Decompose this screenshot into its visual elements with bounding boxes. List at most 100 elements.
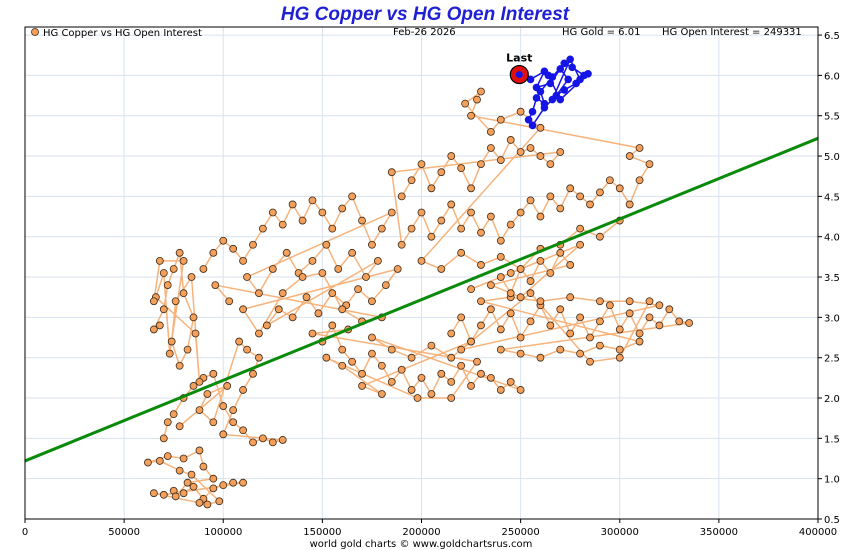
history-point-5-32 (447, 394, 456, 402)
history-point-5-5 (368, 349, 376, 358)
history-point-4-20 (417, 208, 426, 217)
history-point-1-6 (209, 369, 218, 378)
history-point-6-33 (477, 297, 485, 306)
history-point-3-44 (278, 289, 287, 298)
history-point-4-41 (625, 200, 634, 209)
recent-point-11 (568, 63, 576, 72)
history-point-2-14 (191, 329, 200, 338)
history-point-6-32 (635, 337, 644, 346)
history-point-1-21 (209, 418, 218, 427)
recent-point-14 (536, 87, 545, 96)
legend-label: HG Copper vs HG Open Interest (43, 28, 202, 39)
history-point-5-3 (348, 357, 357, 366)
history-point-7-1 (506, 289, 515, 298)
history-point-2-18 (179, 257, 188, 265)
recent-point-21 (548, 95, 557, 104)
history-point-3-26 (322, 240, 331, 249)
history-point-4-51 (496, 115, 505, 124)
history-point-4-36 (576, 192, 584, 201)
history-point-4-11 (506, 136, 515, 144)
x-tick-label-7: 350000 (700, 527, 738, 538)
history-point-2-11 (171, 297, 180, 306)
recent-point-12 (560, 59, 569, 68)
history-point-4-1 (407, 176, 416, 185)
recent-point-26 (544, 71, 553, 80)
history-point-4-17 (387, 168, 396, 177)
history-point-7-4 (536, 257, 545, 265)
history-point-4-12 (516, 148, 525, 156)
history-point-4-24 (457, 224, 466, 233)
history-point-3-17 (368, 240, 376, 249)
history-point-2-6 (179, 289, 188, 298)
y-tick-label-10: 5.5 (824, 112, 840, 123)
history-point-2-4 (169, 265, 178, 273)
y-tick-label-12: 6.5 (824, 31, 840, 42)
history-point-5-4 (358, 369, 366, 378)
history-point-6-12 (566, 329, 575, 338)
history-point-4-54 (417, 257, 426, 265)
history-point-4-4 (437, 168, 446, 177)
history-point-6-5 (496, 325, 505, 334)
y-tick-label-0: 0.5 (824, 515, 840, 526)
history-point-1-19 (243, 345, 251, 354)
history-point-0-21 (209, 474, 218, 483)
history-point-7-8 (486, 281, 495, 289)
history-point-6-42 (586, 357, 594, 366)
history-point-0-16 (144, 458, 152, 467)
history-point-1-12 (268, 438, 277, 447)
x-tick-label-2: 100000 (204, 527, 242, 538)
y-tick-label-1: 1.0 (824, 475, 840, 486)
history-point-3-46 (318, 269, 327, 277)
history-point-2-3 (163, 281, 172, 289)
history-point-7-12 (467, 285, 475, 294)
history-point-4-47 (473, 95, 481, 104)
history-point-5-1 (328, 321, 337, 330)
history-point-0-20 (199, 462, 208, 471)
history-point-4-63 (596, 232, 604, 241)
history-point-5-14 (457, 361, 466, 370)
history-point-5-21 (368, 333, 376, 342)
history-point-1-9 (239, 426, 247, 435)
history-point-5-10 (417, 373, 426, 382)
history-point-4-0 (397, 192, 406, 201)
history-point-2-20 (149, 297, 158, 306)
history-point-4-16 (556, 148, 565, 156)
recent-point-22 (566, 55, 574, 64)
history-path-upper-left (202, 194, 400, 335)
history-point-0-4 (209, 484, 218, 493)
history-point-2-0 (155, 321, 164, 330)
history-point-4-5 (447, 152, 456, 160)
history-point-4-21 (427, 232, 436, 241)
history-point-0-9 (149, 489, 158, 498)
gold-label: HG Gold = 6.01 (562, 27, 640, 38)
history-point-0-22 (183, 478, 192, 487)
history-point-6-39 (655, 301, 664, 310)
history-point-3-11 (308, 196, 317, 205)
last-marker (509, 64, 529, 85)
history-point-4-6 (457, 164, 466, 173)
history-point-3-7 (268, 208, 277, 217)
history-point-3-45 (298, 273, 307, 281)
history-point-5-12 (437, 369, 446, 378)
history-point-5-29 (338, 361, 347, 370)
history-point-6-29 (576, 349, 584, 358)
history-point-5-6 (377, 361, 386, 370)
history-point-4-37 (586, 200, 594, 209)
history-point-6-26 (516, 349, 525, 358)
history-point-5-8 (397, 365, 406, 374)
history-point-4-2 (417, 160, 426, 169)
history-point-3-43 (255, 329, 263, 338)
history-point-1-14 (219, 430, 228, 439)
history-point-4-49 (461, 99, 470, 108)
history-point-3-21 (255, 289, 263, 298)
date-label: Feb-26 2026 (393, 27, 456, 38)
history-point-4-57 (477, 261, 485, 269)
history-point-6-21 (655, 321, 664, 330)
y-tick-label-2: 1.5 (824, 434, 840, 445)
history-point-5-11 (427, 390, 436, 398)
history-point-7-0 (496, 273, 505, 281)
last-label: Last (506, 52, 532, 65)
history-point-6-40 (457, 345, 466, 354)
history-point-5-34 (308, 329, 317, 338)
